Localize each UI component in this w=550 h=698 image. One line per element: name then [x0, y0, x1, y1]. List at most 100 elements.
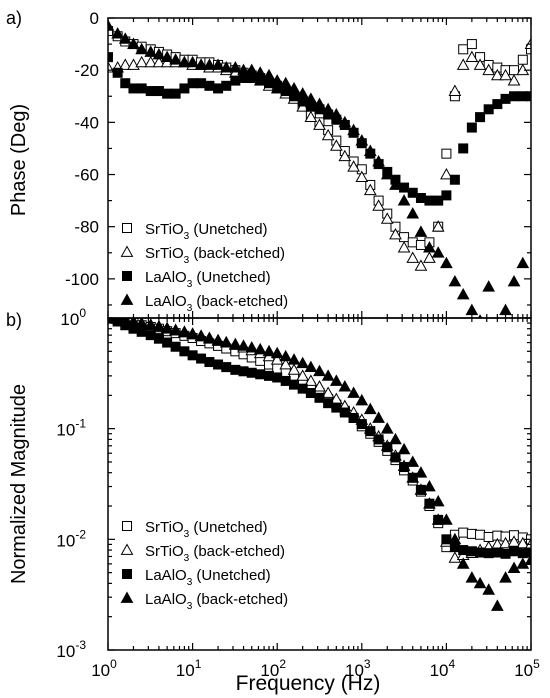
data-point [313, 364, 326, 377]
data-point [237, 63, 250, 76]
data-point [152, 320, 166, 332]
data-point [118, 32, 132, 44]
data-point [458, 44, 469, 55]
legend-marker [122, 521, 132, 531]
data-point [338, 380, 352, 392]
legend-marker [120, 543, 134, 555]
data-point [399, 232, 410, 243]
data-point [458, 527, 469, 538]
data-point [406, 251, 420, 263]
legend-marker [120, 591, 134, 603]
data-point [448, 274, 462, 287]
data-point [407, 187, 418, 198]
panel-label: b) [6, 310, 22, 330]
data-point [458, 545, 469, 556]
data-point [245, 63, 259, 76]
data-point [355, 393, 369, 406]
data-point [228, 337, 242, 350]
data-point [424, 195, 435, 206]
data-point [433, 514, 444, 525]
data-layer [108, 318, 531, 611]
legend-label: SrTiO3 (Unetched) [145, 221, 268, 242]
data-point [465, 571, 479, 583]
data-point [414, 259, 428, 271]
data-point [287, 81, 301, 94]
data-point [170, 88, 181, 99]
legend-marker [122, 271, 132, 281]
data-point [406, 455, 420, 467]
data-point [507, 561, 521, 573]
data-point [186, 327, 199, 340]
legend: SrTiO3 (Unetched) SrTiO3 (back-etched) LaA… [120, 519, 288, 612]
data-point [475, 112, 486, 123]
data-point [120, 78, 131, 89]
data-point [135, 55, 149, 68]
data-point [431, 494, 445, 507]
data-point [304, 92, 318, 104]
data-point [490, 599, 504, 611]
data-point [500, 93, 511, 104]
data-point [526, 44, 531, 55]
data-point [372, 411, 385, 423]
data-point [270, 353, 284, 365]
data-point [433, 195, 444, 206]
data-point [144, 55, 158, 68]
data-point [338, 149, 352, 162]
data-point [466, 546, 477, 557]
data-point [305, 388, 316, 399]
data-point [262, 68, 276, 81]
data-point [517, 91, 528, 102]
data-point [441, 534, 452, 545]
data-point [152, 47, 166, 60]
data-point [136, 326, 147, 337]
data-point [339, 407, 350, 418]
y-axis-label: Normalized Magnitude [8, 384, 30, 584]
data-point [363, 144, 377, 156]
data-point [329, 107, 343, 120]
data-point [108, 52, 113, 63]
data-point [203, 58, 216, 70]
data-point [280, 375, 291, 386]
data-point [415, 239, 426, 250]
data-point [492, 99, 503, 110]
data-point [296, 356, 310, 369]
data-point [329, 139, 343, 151]
data-point [289, 379, 300, 390]
data-point [509, 91, 520, 102]
data-point [389, 178, 402, 190]
y-tick-label: 0 [90, 9, 99, 28]
data-point [456, 58, 470, 70]
data-point [108, 61, 115, 73]
data-point [516, 256, 530, 269]
data-point [321, 386, 335, 398]
data-point [407, 237, 418, 248]
data-point [380, 167, 394, 180]
data-point [108, 19, 115, 31]
data-point [423, 480, 436, 492]
data-point [456, 557, 470, 569]
data-point [186, 55, 199, 68]
legend-label: SrTiO3 (back-etched) [145, 245, 285, 266]
data-point [321, 128, 335, 141]
data-point [108, 318, 115, 323]
legend-label: LaAlO3 (back-etched) [145, 591, 288, 612]
data-point [211, 58, 225, 70]
data-point [483, 531, 494, 542]
legend-label: LaAlO3 (back-etched) [145, 293, 288, 314]
data-point [108, 26, 113, 37]
data-point [135, 318, 149, 329]
data-point [482, 63, 496, 76]
y-tick-label: -20 [74, 61, 99, 80]
data-point [160, 322, 174, 334]
data-point [162, 88, 173, 99]
data-point [321, 369, 335, 381]
y-axis-label: Phase (Deg) [8, 104, 30, 216]
data-point [221, 362, 232, 373]
data-point [509, 546, 520, 557]
data-point [136, 83, 147, 94]
data-point [380, 212, 394, 224]
data-point [466, 528, 477, 539]
data-point [187, 350, 198, 361]
